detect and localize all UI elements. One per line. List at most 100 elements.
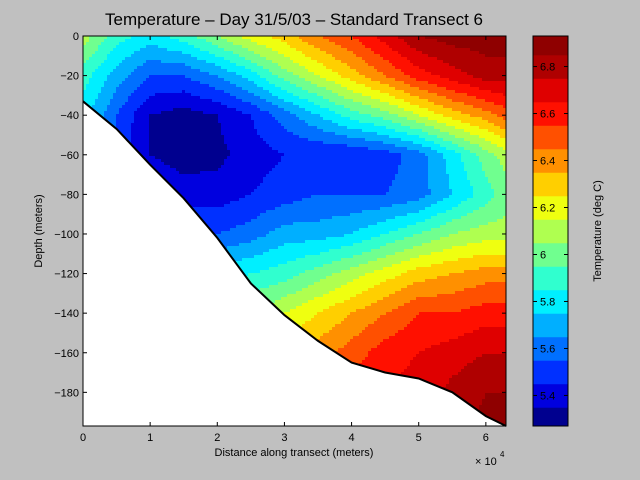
contour-cell bbox=[152, 81, 156, 85]
contour-cell bbox=[161, 120, 165, 124]
contour-cell bbox=[197, 102, 201, 106]
contour-cell bbox=[158, 144, 162, 148]
contour-cell bbox=[185, 186, 189, 190]
contour-cell bbox=[131, 111, 135, 115]
contour-cell bbox=[110, 48, 114, 52]
contour-cell bbox=[140, 135, 144, 139]
contour-cell bbox=[194, 195, 198, 199]
contour-cell bbox=[182, 180, 186, 184]
contour-cell bbox=[152, 54, 156, 58]
contour-cell bbox=[155, 141, 159, 145]
contour-cell bbox=[119, 72, 123, 76]
contour-cell bbox=[155, 54, 159, 58]
contour-cell bbox=[92, 81, 96, 85]
contour-cell bbox=[176, 48, 180, 52]
contour-cell bbox=[122, 48, 126, 52]
contour-cell bbox=[194, 114, 198, 118]
contour-cell bbox=[176, 75, 180, 79]
contour-cell bbox=[173, 48, 177, 52]
contour-cell bbox=[128, 75, 132, 79]
contour-cell bbox=[125, 105, 129, 109]
contour-cell bbox=[86, 66, 90, 70]
contour-cell bbox=[191, 123, 195, 127]
contour-cell bbox=[155, 114, 159, 118]
contour-cell bbox=[185, 69, 189, 73]
contour-cell bbox=[101, 57, 105, 61]
contour-cell bbox=[89, 90, 93, 94]
contour-cell bbox=[146, 48, 150, 52]
contour-cell bbox=[86, 81, 90, 85]
contour-cell bbox=[188, 150, 192, 154]
contour-cell bbox=[152, 36, 156, 40]
contour-cell bbox=[95, 75, 99, 79]
contour-cell bbox=[194, 78, 198, 82]
contour-cell bbox=[191, 66, 195, 70]
contour-cell bbox=[119, 114, 123, 118]
contour-cell bbox=[110, 69, 114, 73]
contour-cell bbox=[161, 51, 165, 55]
contour-cell bbox=[113, 54, 117, 58]
contour-cell bbox=[197, 168, 201, 172]
contour-cell bbox=[170, 123, 174, 127]
contour-cell bbox=[197, 81, 201, 85]
contour-cell bbox=[89, 45, 93, 49]
contour-cell bbox=[173, 105, 177, 109]
contour-cell bbox=[179, 87, 183, 91]
contour-cell bbox=[143, 138, 147, 142]
contour-cell bbox=[89, 54, 93, 58]
contour-cell bbox=[182, 45, 186, 49]
contour-cell bbox=[128, 87, 132, 91]
contour-cell bbox=[98, 69, 102, 73]
contour-cell bbox=[98, 39, 102, 43]
contour-cell bbox=[179, 78, 183, 82]
contour-cell bbox=[182, 147, 186, 151]
contour-cell bbox=[197, 174, 201, 178]
contour-cell bbox=[155, 87, 159, 91]
contour-cell bbox=[113, 48, 117, 52]
contour-cell bbox=[170, 129, 174, 133]
contour-cell bbox=[89, 96, 93, 100]
contour-cell bbox=[158, 78, 162, 82]
contour-cell bbox=[149, 105, 153, 109]
contour-cell bbox=[104, 39, 108, 43]
contour-cell bbox=[173, 156, 177, 160]
contour-cell bbox=[95, 51, 99, 55]
contour-cell bbox=[191, 150, 195, 154]
contour-cell bbox=[104, 48, 108, 52]
contour-cell bbox=[191, 177, 195, 181]
contour-cell bbox=[155, 81, 159, 85]
contour-cell bbox=[104, 36, 108, 40]
contour-cell bbox=[188, 69, 192, 73]
contour-cell bbox=[161, 126, 165, 130]
contour-cell bbox=[164, 102, 168, 106]
contour-cell bbox=[191, 96, 195, 100]
contour-cell bbox=[92, 99, 96, 103]
contour-cell bbox=[185, 153, 189, 157]
contour-cell bbox=[191, 81, 195, 85]
contour-cell bbox=[188, 129, 192, 133]
contour-cell bbox=[182, 99, 186, 103]
contour-cell bbox=[134, 75, 138, 79]
contour-cell bbox=[158, 114, 162, 118]
contour-cell bbox=[191, 84, 195, 88]
contour-cell bbox=[161, 162, 165, 166]
contour-cell bbox=[140, 84, 144, 88]
contour-cell bbox=[167, 141, 171, 145]
contour-cell bbox=[155, 36, 159, 40]
contour-cell bbox=[179, 57, 183, 61]
contour-cell bbox=[164, 117, 168, 121]
contour-cell bbox=[143, 57, 147, 61]
contour-cell bbox=[131, 99, 135, 103]
contour-cell bbox=[143, 111, 147, 115]
contour-cell bbox=[197, 195, 201, 199]
contour-cell bbox=[125, 45, 129, 49]
contour-cell bbox=[152, 66, 156, 70]
contour-cell bbox=[161, 135, 165, 139]
contour-cell bbox=[149, 75, 153, 79]
contour-cell bbox=[158, 96, 162, 100]
contour-cell bbox=[167, 159, 171, 163]
contour-cell bbox=[137, 36, 141, 40]
contour-cell bbox=[167, 54, 171, 58]
contour-cell bbox=[158, 111, 162, 115]
contour-cell bbox=[113, 60, 117, 64]
